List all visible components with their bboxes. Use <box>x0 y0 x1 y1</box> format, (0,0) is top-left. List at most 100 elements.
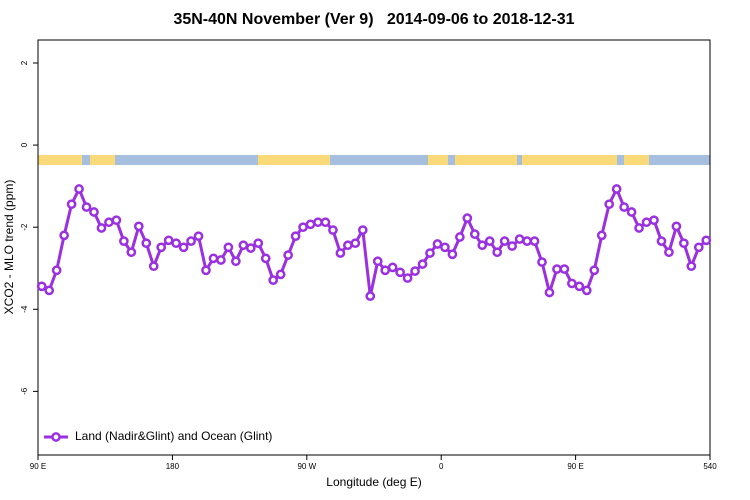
data-point <box>223 242 234 253</box>
x-tick-label: 90 E <box>30 462 46 471</box>
data-point <box>440 242 450 253</box>
y-tick-label: -4 <box>20 305 29 313</box>
data-point <box>313 217 323 228</box>
data-point <box>619 202 629 212</box>
plot-frame <box>37 39 711 456</box>
data-point <box>469 229 480 240</box>
data-point <box>290 231 301 242</box>
data-point <box>74 184 84 194</box>
data-point <box>141 238 152 249</box>
data-point <box>81 202 92 212</box>
data-point <box>357 225 368 235</box>
data-point <box>268 275 279 285</box>
data-point <box>664 247 674 258</box>
data-point <box>701 235 712 246</box>
data-point <box>395 267 405 278</box>
legend-label: Land (Nadir&Glint) and Ocean (Glint) <box>75 429 272 443</box>
data-point <box>171 238 181 249</box>
data-point <box>387 262 398 273</box>
data-point <box>537 257 547 267</box>
data-point <box>567 278 577 289</box>
x-tick-label: 90 E <box>567 462 583 471</box>
data-point <box>447 249 458 260</box>
y-tick-label: 2 <box>20 60 29 65</box>
data-point <box>36 281 47 292</box>
data-point <box>596 230 607 241</box>
data-point <box>283 250 293 260</box>
data-point <box>260 253 271 264</box>
data-point <box>156 242 167 253</box>
data-point <box>216 255 226 265</box>
data-point <box>365 291 376 301</box>
data-point <box>111 215 122 226</box>
data-point <box>193 231 204 242</box>
chart-title: 35N-40N November (Ver 9) 2014-09-06 to 2… <box>173 11 574 28</box>
data-point <box>656 236 667 246</box>
data-point <box>574 281 585 292</box>
data-point <box>372 256 383 267</box>
data-point <box>51 265 62 276</box>
data-point <box>119 236 129 246</box>
data-point <box>679 238 689 249</box>
y-tick-label: -2 <box>20 223 29 231</box>
data-point <box>604 199 615 210</box>
data-point <box>133 221 144 232</box>
data-point <box>492 247 503 258</box>
data-point <box>66 199 77 210</box>
data-point <box>298 222 308 233</box>
data-point <box>611 184 622 194</box>
data-point <box>305 219 316 230</box>
data-point <box>432 239 443 249</box>
data-point <box>417 259 428 269</box>
data-point <box>186 236 196 246</box>
data-point <box>634 223 644 233</box>
data-point <box>245 243 256 253</box>
x-tick-label: 540 <box>703 462 717 471</box>
data-point <box>544 287 555 298</box>
data-point <box>462 213 473 224</box>
data-point <box>522 236 532 246</box>
data-point <box>201 265 211 276</box>
data-point <box>178 242 189 253</box>
data-point <box>380 265 391 276</box>
data-point <box>499 236 510 246</box>
data-point <box>253 238 264 249</box>
data-point <box>104 217 114 228</box>
data-point <box>208 253 219 264</box>
data-point <box>96 223 107 233</box>
data-point <box>320 217 331 228</box>
land-ocean-strip <box>38 155 710 165</box>
data-point <box>44 285 55 296</box>
x-tick-label: 0 <box>439 462 444 471</box>
y-tick-label: 0 <box>20 142 29 147</box>
x-axis-label: Longitude (deg E) <box>326 475 421 489</box>
data-point <box>686 261 697 272</box>
data-point <box>581 285 592 296</box>
data-point <box>514 234 525 244</box>
data-point <box>402 273 413 283</box>
data-point <box>89 207 99 217</box>
data-point <box>649 215 659 226</box>
data-point <box>343 240 353 251</box>
data-point <box>529 236 540 246</box>
data-point <box>126 247 137 258</box>
data-point <box>455 232 465 242</box>
data-point <box>484 236 495 246</box>
data-point <box>589 265 600 276</box>
data-point <box>328 225 338 235</box>
y-axis-label: XCO2 - MLO trend (ppm) <box>2 180 16 315</box>
data-point <box>559 264 570 274</box>
y-tick-label: -6 <box>20 387 29 395</box>
data-point <box>335 248 346 258</box>
data-point <box>626 207 637 217</box>
data-point <box>477 240 488 251</box>
data-point <box>148 261 159 272</box>
data-point <box>507 241 517 251</box>
data-point <box>410 266 420 276</box>
data-point <box>238 240 249 251</box>
data-point <box>231 256 241 267</box>
data-point <box>641 217 652 228</box>
data-point <box>163 235 174 246</box>
legend-marker <box>51 432 61 442</box>
